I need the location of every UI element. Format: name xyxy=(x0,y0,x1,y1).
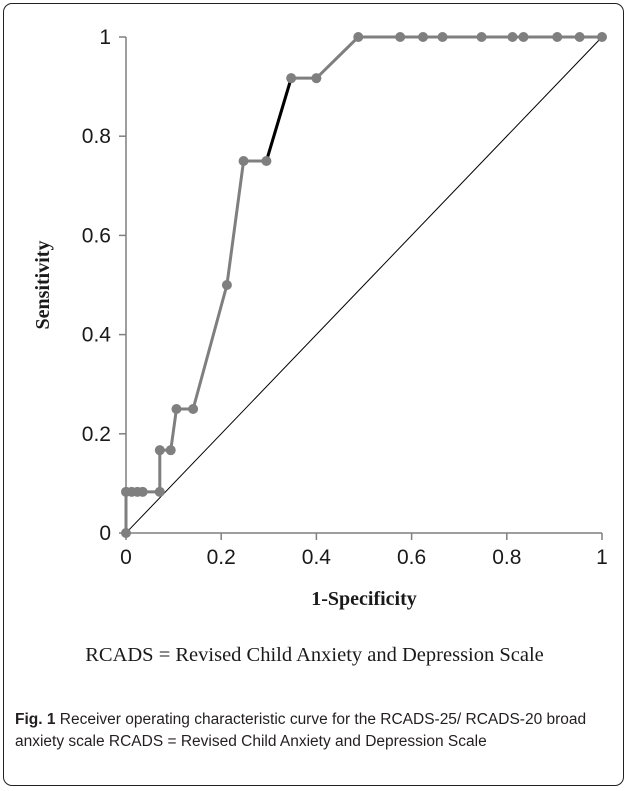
chance-line xyxy=(125,36,603,534)
roc-point xyxy=(518,32,529,42)
scale-note: RCADS = Revised Child Anxiety and Depres… xyxy=(85,644,544,666)
y-tick-label: 0.2 xyxy=(82,423,111,446)
y-tick-label: 0 xyxy=(99,522,111,545)
figure-frame xyxy=(3,3,624,786)
roc-point xyxy=(507,32,518,42)
roc-point xyxy=(437,32,448,42)
roc-point xyxy=(261,156,272,166)
roc-point xyxy=(418,32,429,42)
x-tick-label: 0 xyxy=(120,546,132,569)
x-tick-label: 0.2 xyxy=(207,546,236,569)
roc-point xyxy=(154,486,165,497)
roc-point xyxy=(353,32,364,42)
figure-caption: Fig. 1 Receiver operating characteristic… xyxy=(15,709,615,753)
roc-series xyxy=(121,32,607,538)
roc-point xyxy=(597,32,607,42)
y-axis-title: Sensitivity xyxy=(32,241,54,330)
x-tick-label: 1 xyxy=(596,546,608,569)
roc-point xyxy=(552,32,563,42)
x-tick-label: 0.8 xyxy=(492,546,521,569)
y-tick-label: 0.8 xyxy=(82,125,111,148)
roc-point xyxy=(476,32,487,42)
reference-diagonal xyxy=(125,36,603,534)
roc-chart: 0 0.2 0.4 0.6 0.8 1 0 0.2 0.4 0.6 0.8 1 1-Specifici… xyxy=(32,26,608,610)
roc-point xyxy=(238,156,249,166)
roc-point xyxy=(154,445,165,456)
roc-point xyxy=(311,73,322,84)
x-tick-label: 0.6 xyxy=(397,546,426,569)
roc-point xyxy=(165,445,176,456)
roc-point xyxy=(574,32,585,42)
figure-label: Fig. 1 xyxy=(15,711,56,728)
roc-point xyxy=(221,280,232,290)
roc-point xyxy=(137,486,148,497)
roc-point xyxy=(286,73,297,84)
roc-point xyxy=(188,404,199,414)
y-tick-label: 1 xyxy=(99,26,111,49)
tick-labels: 0 0.2 0.4 0.6 0.8 1 0 0.2 0.4 0.6 0.8 1 xyxy=(82,26,608,569)
figure-caption-text: Receiver operating characteristic curve … xyxy=(15,711,587,750)
roc-point xyxy=(121,528,131,538)
roc-highlight-segment xyxy=(264,77,293,162)
roc-point xyxy=(395,32,406,42)
x-tick-label: 0.4 xyxy=(302,546,332,569)
x-axis-title: 1-Specificity xyxy=(311,588,417,610)
y-tick-label: 0.4 xyxy=(82,324,112,347)
roc-point xyxy=(171,404,182,414)
y-tick-label: 0.6 xyxy=(82,224,111,247)
